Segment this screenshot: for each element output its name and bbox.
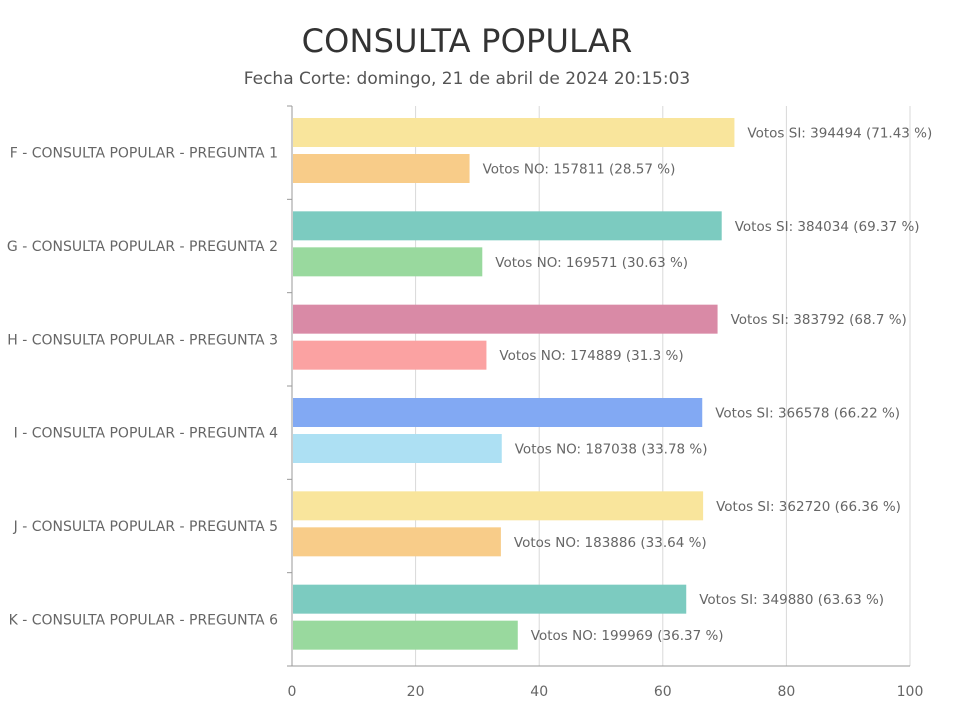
category-label: H - CONSULTA POPULAR - PREGUNTA 3 bbox=[7, 332, 278, 348]
data-label-no: Votos NO: 187038 (33.78 %) bbox=[515, 442, 708, 458]
data-label-si: Votos SI: 394494 (71.43 %) bbox=[747, 126, 932, 142]
x-tick-label: 0 bbox=[288, 684, 297, 700]
category-label: J - CONSULTA POPULAR - PREGUNTA 5 bbox=[13, 519, 278, 535]
bar-si bbox=[293, 584, 687, 614]
x-tick-label: 80 bbox=[777, 684, 795, 700]
data-label-no: Votos NO: 157811 (28.57 %) bbox=[483, 162, 676, 178]
data-label-no: Votos NO: 183886 (33.64 %) bbox=[514, 535, 707, 551]
bar-no bbox=[293, 527, 501, 557]
bar-no bbox=[293, 434, 502, 463]
x-tick-label: 100 bbox=[897, 684, 924, 700]
data-label-si: Votos SI: 384034 (69.37 %) bbox=[735, 219, 920, 235]
data-label-si: Votos SI: 362720 (66.36 %) bbox=[716, 499, 901, 515]
data-label-si: Votos SI: 383792 (68.7 %) bbox=[731, 312, 907, 328]
category-label: K - CONSULTA POPULAR - PREGUNTA 6 bbox=[9, 612, 279, 628]
bar-no bbox=[293, 620, 518, 650]
bar-si bbox=[293, 211, 722, 241]
bar-no bbox=[293, 340, 487, 370]
data-label-no: Votos NO: 169571 (30.63 %) bbox=[495, 255, 688, 271]
category-label: F - CONSULTA POPULAR - PREGUNTA 1 bbox=[10, 146, 278, 162]
category-label: G - CONSULTA POPULAR - PREGUNTA 2 bbox=[7, 239, 278, 255]
x-tick-label: 20 bbox=[407, 684, 425, 700]
data-label-no: Votos NO: 174889 (31.3 %) bbox=[499, 348, 683, 364]
bar-si bbox=[293, 304, 718, 334]
bar-si bbox=[293, 491, 704, 521]
x-tick-label: 60 bbox=[654, 684, 672, 700]
category-label: I - CONSULTA POPULAR - PREGUNTA 4 bbox=[14, 426, 278, 442]
data-label-si: Votos SI: 349880 (63.63 %) bbox=[699, 592, 884, 608]
chart-title: CONSULTA POPULAR bbox=[301, 22, 633, 60]
x-tick-label: 40 bbox=[530, 684, 548, 700]
chart-subtitle: Fecha Corte: domingo, 21 de abril de 202… bbox=[243, 69, 691, 89]
data-label-si: Votos SI: 366578 (66.22 %) bbox=[715, 406, 900, 422]
bar-no bbox=[293, 154, 470, 183]
bar-si bbox=[293, 118, 735, 147]
bar-no bbox=[293, 247, 483, 277]
bar-si bbox=[293, 398, 703, 427]
data-label-no: Votos NO: 199969 (36.37 %) bbox=[531, 628, 724, 644]
